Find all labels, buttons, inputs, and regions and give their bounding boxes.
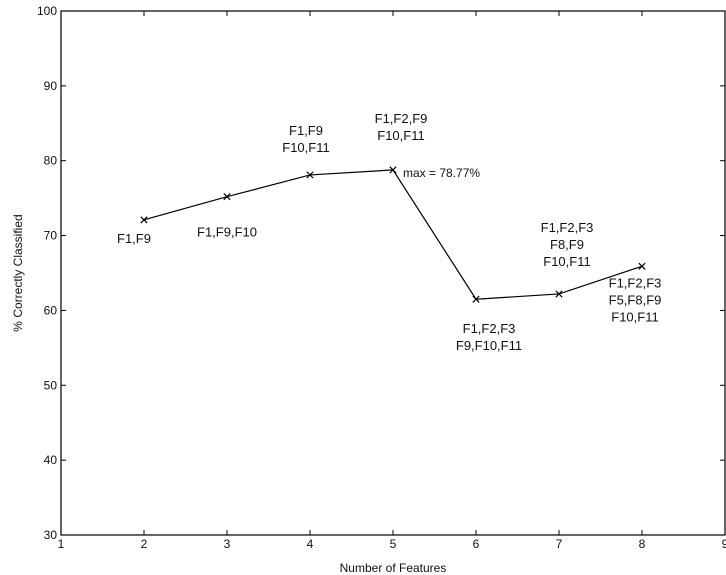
x-tick-label: 3 [224,537,231,551]
annotation-line: F9,F10,F11 [456,338,522,353]
y-tick-label: 100 [37,4,57,18]
axes [60,10,726,536]
feature-set-annotation: F1,F2,F3 F5,F8,F9 F10,F11 [609,275,662,324]
x-tick-label: 4 [307,537,314,551]
annotation-line: F10,F11 [377,128,424,143]
x-tick-label: 1 [58,537,65,551]
y-tick-label: 30 [44,528,58,542]
annotation-line: F1,F2,F9 [375,111,428,126]
axis-ticks: 1 2 3 4 5 6 7 8 9 30 40 50 60 70 80 90 100 [37,4,726,551]
feature-set-annotation: F1,F2,F3 F9,F10,F11 [456,321,522,353]
y-tick-label: 60 [44,303,58,317]
x-tick-label: 7 [556,537,563,551]
y-tick-label: 80 [44,154,58,168]
plot-frame [60,10,726,536]
y-tick-label: 90 [44,79,58,93]
x-tick-label: 2 [141,537,148,551]
annotation-line: F1,F2,F3 [609,275,662,290]
x-tick-label: 6 [473,537,480,551]
annotation-line: F1,F9 [117,231,151,246]
feature-set-annotation: F1,F2,F3 F8,F9 F10,F11 [541,220,594,269]
annotation-line: F5,F8,F9 [609,292,662,307]
annotation-line: F1,F9,F10 [197,225,257,240]
x-tick-label: 9 [722,537,726,551]
annotation-line: F10,F11 [611,309,658,324]
max-annotation: max = 78.77% [403,166,480,180]
marker-stroke [223,193,231,201]
x-axis-label: Number of Features [340,561,447,575]
data-point-marker [472,295,480,303]
marker-stroke [555,290,563,298]
x-tick-label: 8 [639,537,646,551]
annotation-line: F1,F2,F3 [541,220,594,235]
y-tick-label: 40 [44,453,58,467]
annotation-line: F10,F11 [543,254,590,269]
marker-stroke [140,216,148,224]
data-point-marker [389,166,397,174]
data-point-marker [555,290,563,298]
point-annotations: F1,F9 F1,F9,F10 F1,F9 F10,F11 F1,F2,F9 F10,F1… [117,111,661,353]
feature-set-annotation: F1,F9 [117,231,151,246]
marker-stroke [638,262,646,270]
feature-set-annotation: F1,F2,F9 F10,F11 [375,111,428,143]
feature-set-annotation: F1,F9 F10,F11 [282,123,329,155]
data-point-marker [140,216,148,224]
annotation-line: F8,F9 [550,237,584,252]
data-point-marker [223,193,231,201]
data-point-marker [638,262,646,270]
annotation-line: F1,F9 [289,123,323,138]
y-axis-label: % Correctly Classified [11,214,25,331]
x-tick-label: 5 [390,537,397,551]
feature-set-annotation: F1,F9,F10 [197,225,257,240]
annotation-line: F10,F11 [282,140,329,155]
y-tick-label: 50 [44,378,58,392]
data-point-marker [306,171,314,179]
y-tick-label: 70 [44,229,58,243]
marker-stroke [306,171,314,179]
marker-stroke [389,166,397,174]
marker-stroke [472,295,480,303]
annotation-line: F1,F2,F3 [463,321,516,336]
data-series [140,166,646,303]
